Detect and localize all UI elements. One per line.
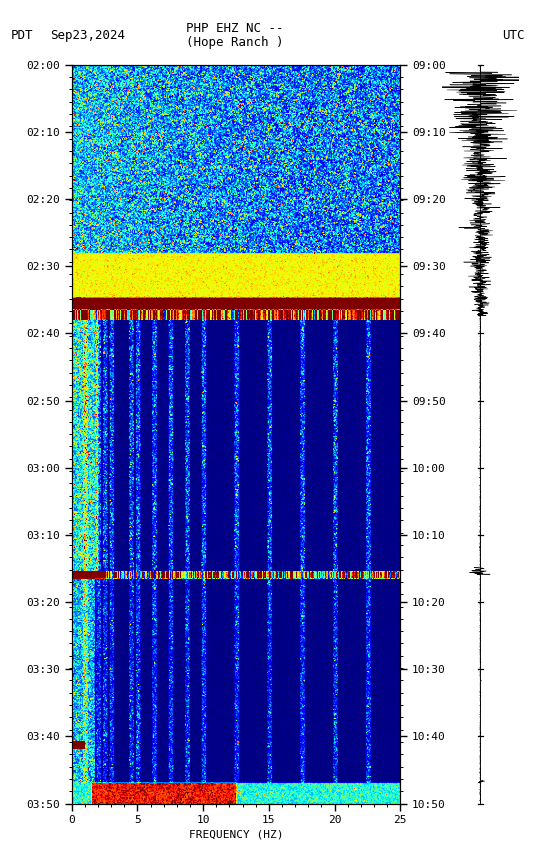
Text: PDT: PDT [11,29,34,42]
Text: PHP EHZ NC --: PHP EHZ NC -- [186,22,283,35]
X-axis label: FREQUENCY (HZ): FREQUENCY (HZ) [189,829,283,840]
Text: UTC: UTC [502,29,524,42]
Text: (Hope Ranch ): (Hope Ranch ) [186,36,283,49]
Text: Sep23,2024: Sep23,2024 [50,29,125,42]
